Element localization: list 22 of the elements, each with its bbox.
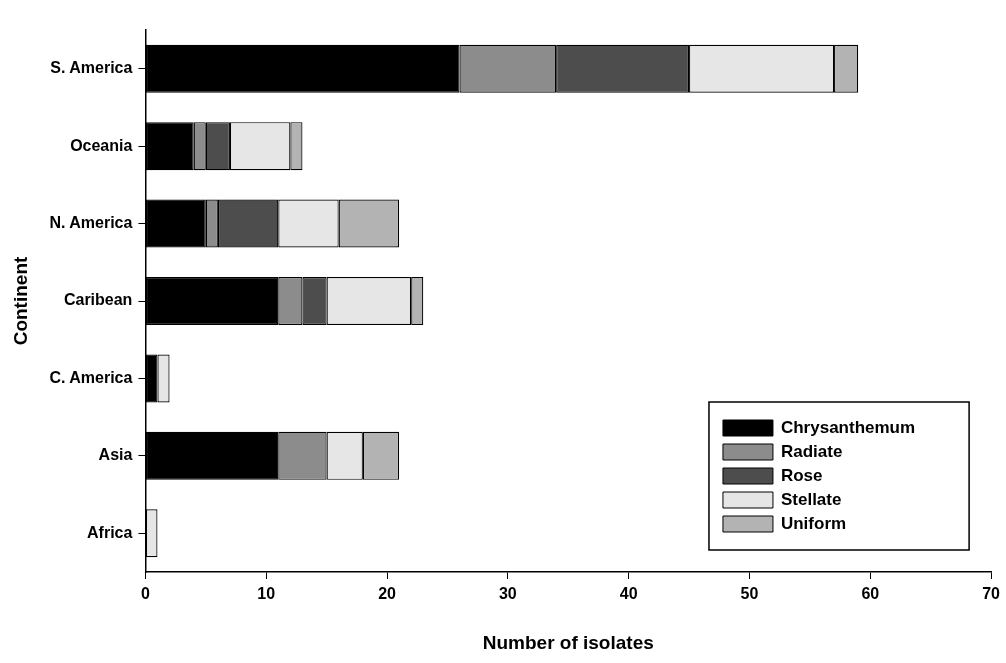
legend-label: Stellate bbox=[780, 489, 842, 509]
x-tick-label: 10 bbox=[257, 585, 276, 603]
legend-label: Rose bbox=[780, 465, 823, 485]
y-tick-label: Africa bbox=[87, 523, 133, 541]
x-tick-label: 20 bbox=[378, 585, 397, 603]
y-axis-title: Continent bbox=[9, 256, 31, 346]
legend-label: Radiate bbox=[780, 441, 843, 461]
legend-label: Uniform bbox=[780, 513, 847, 533]
x-tick-label: 30 bbox=[498, 585, 517, 603]
y-tick-label: Caribean bbox=[63, 291, 133, 309]
y-tick-label: N. America bbox=[49, 213, 133, 231]
x-tick-label: 0 bbox=[140, 585, 150, 603]
x-axis-title: Number of isolates bbox=[482, 631, 654, 653]
legend-label: Chrysanthemum bbox=[780, 417, 916, 437]
y-tick-label: S. America bbox=[50, 59, 133, 77]
y-tick-label: Oceania bbox=[70, 136, 133, 154]
y-tick-label: C. America bbox=[49, 368, 133, 386]
x-tick-label: 50 bbox=[740, 585, 759, 603]
x-tick-label: 70 bbox=[982, 585, 1001, 603]
x-tick-label: 60 bbox=[861, 585, 880, 603]
x-tick-label: 40 bbox=[619, 585, 638, 603]
y-tick-label: Asia bbox=[98, 446, 133, 464]
